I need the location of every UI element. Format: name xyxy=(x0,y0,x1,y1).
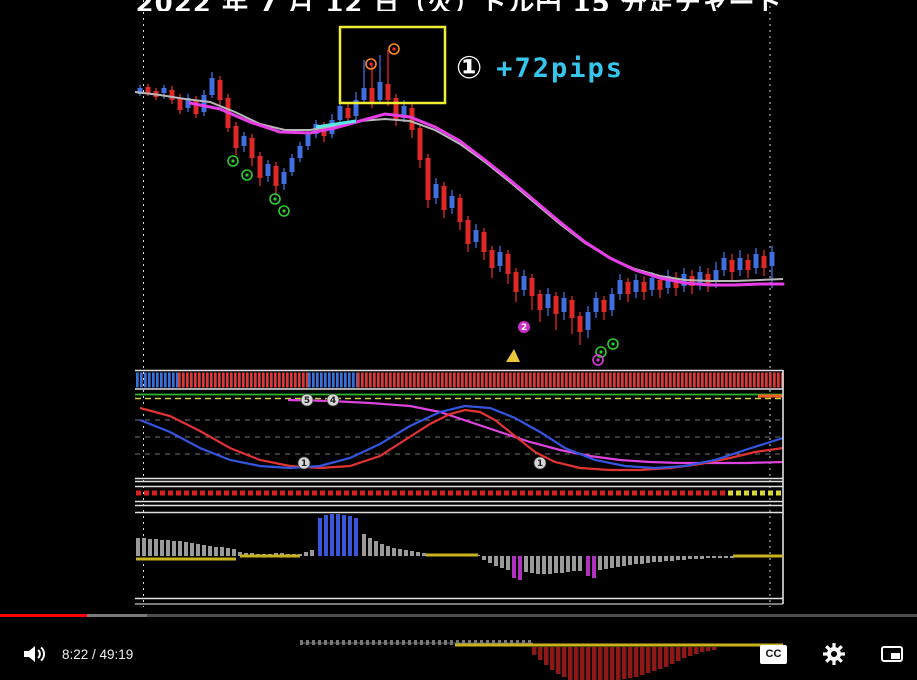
chart-title-text: 2022 年 7 月 12 日（火）ドル円 15 分足チャート xyxy=(136,0,783,11)
right-controls: CC xyxy=(760,643,903,665)
volume-button[interactable] xyxy=(22,644,48,664)
progress-bar[interactable] xyxy=(0,614,917,617)
svg-text:1: 1 xyxy=(537,459,543,469)
svg-text:4: 4 xyxy=(330,396,336,406)
player-controls: 8:22 / 49:19 CC xyxy=(0,636,917,672)
cc-icon: CC xyxy=(760,644,787,664)
gear-icon xyxy=(823,643,845,665)
progress-played xyxy=(0,614,88,617)
time-display: 8:22 / 49:19 xyxy=(62,646,134,662)
chart-title-clipped: 2022 年 7 月 12 日（火）ドル円 15 分足チャート xyxy=(135,0,783,11)
trade-number-label: ① xyxy=(456,50,483,86)
svg-text:2: 2 xyxy=(521,323,527,333)
svg-text:5: 5 xyxy=(304,396,310,406)
captions-button[interactable]: CC xyxy=(760,644,787,664)
miniplayer-button[interactable] xyxy=(881,645,903,663)
svg-text:1: 1 xyxy=(301,459,307,469)
speaker-icon xyxy=(24,646,45,662)
trade-annotation: ① +72pips xyxy=(456,50,624,86)
miniplayer-icon xyxy=(881,646,903,662)
settings-button[interactable] xyxy=(823,643,845,665)
pips-label: +72pips xyxy=(496,52,625,84)
